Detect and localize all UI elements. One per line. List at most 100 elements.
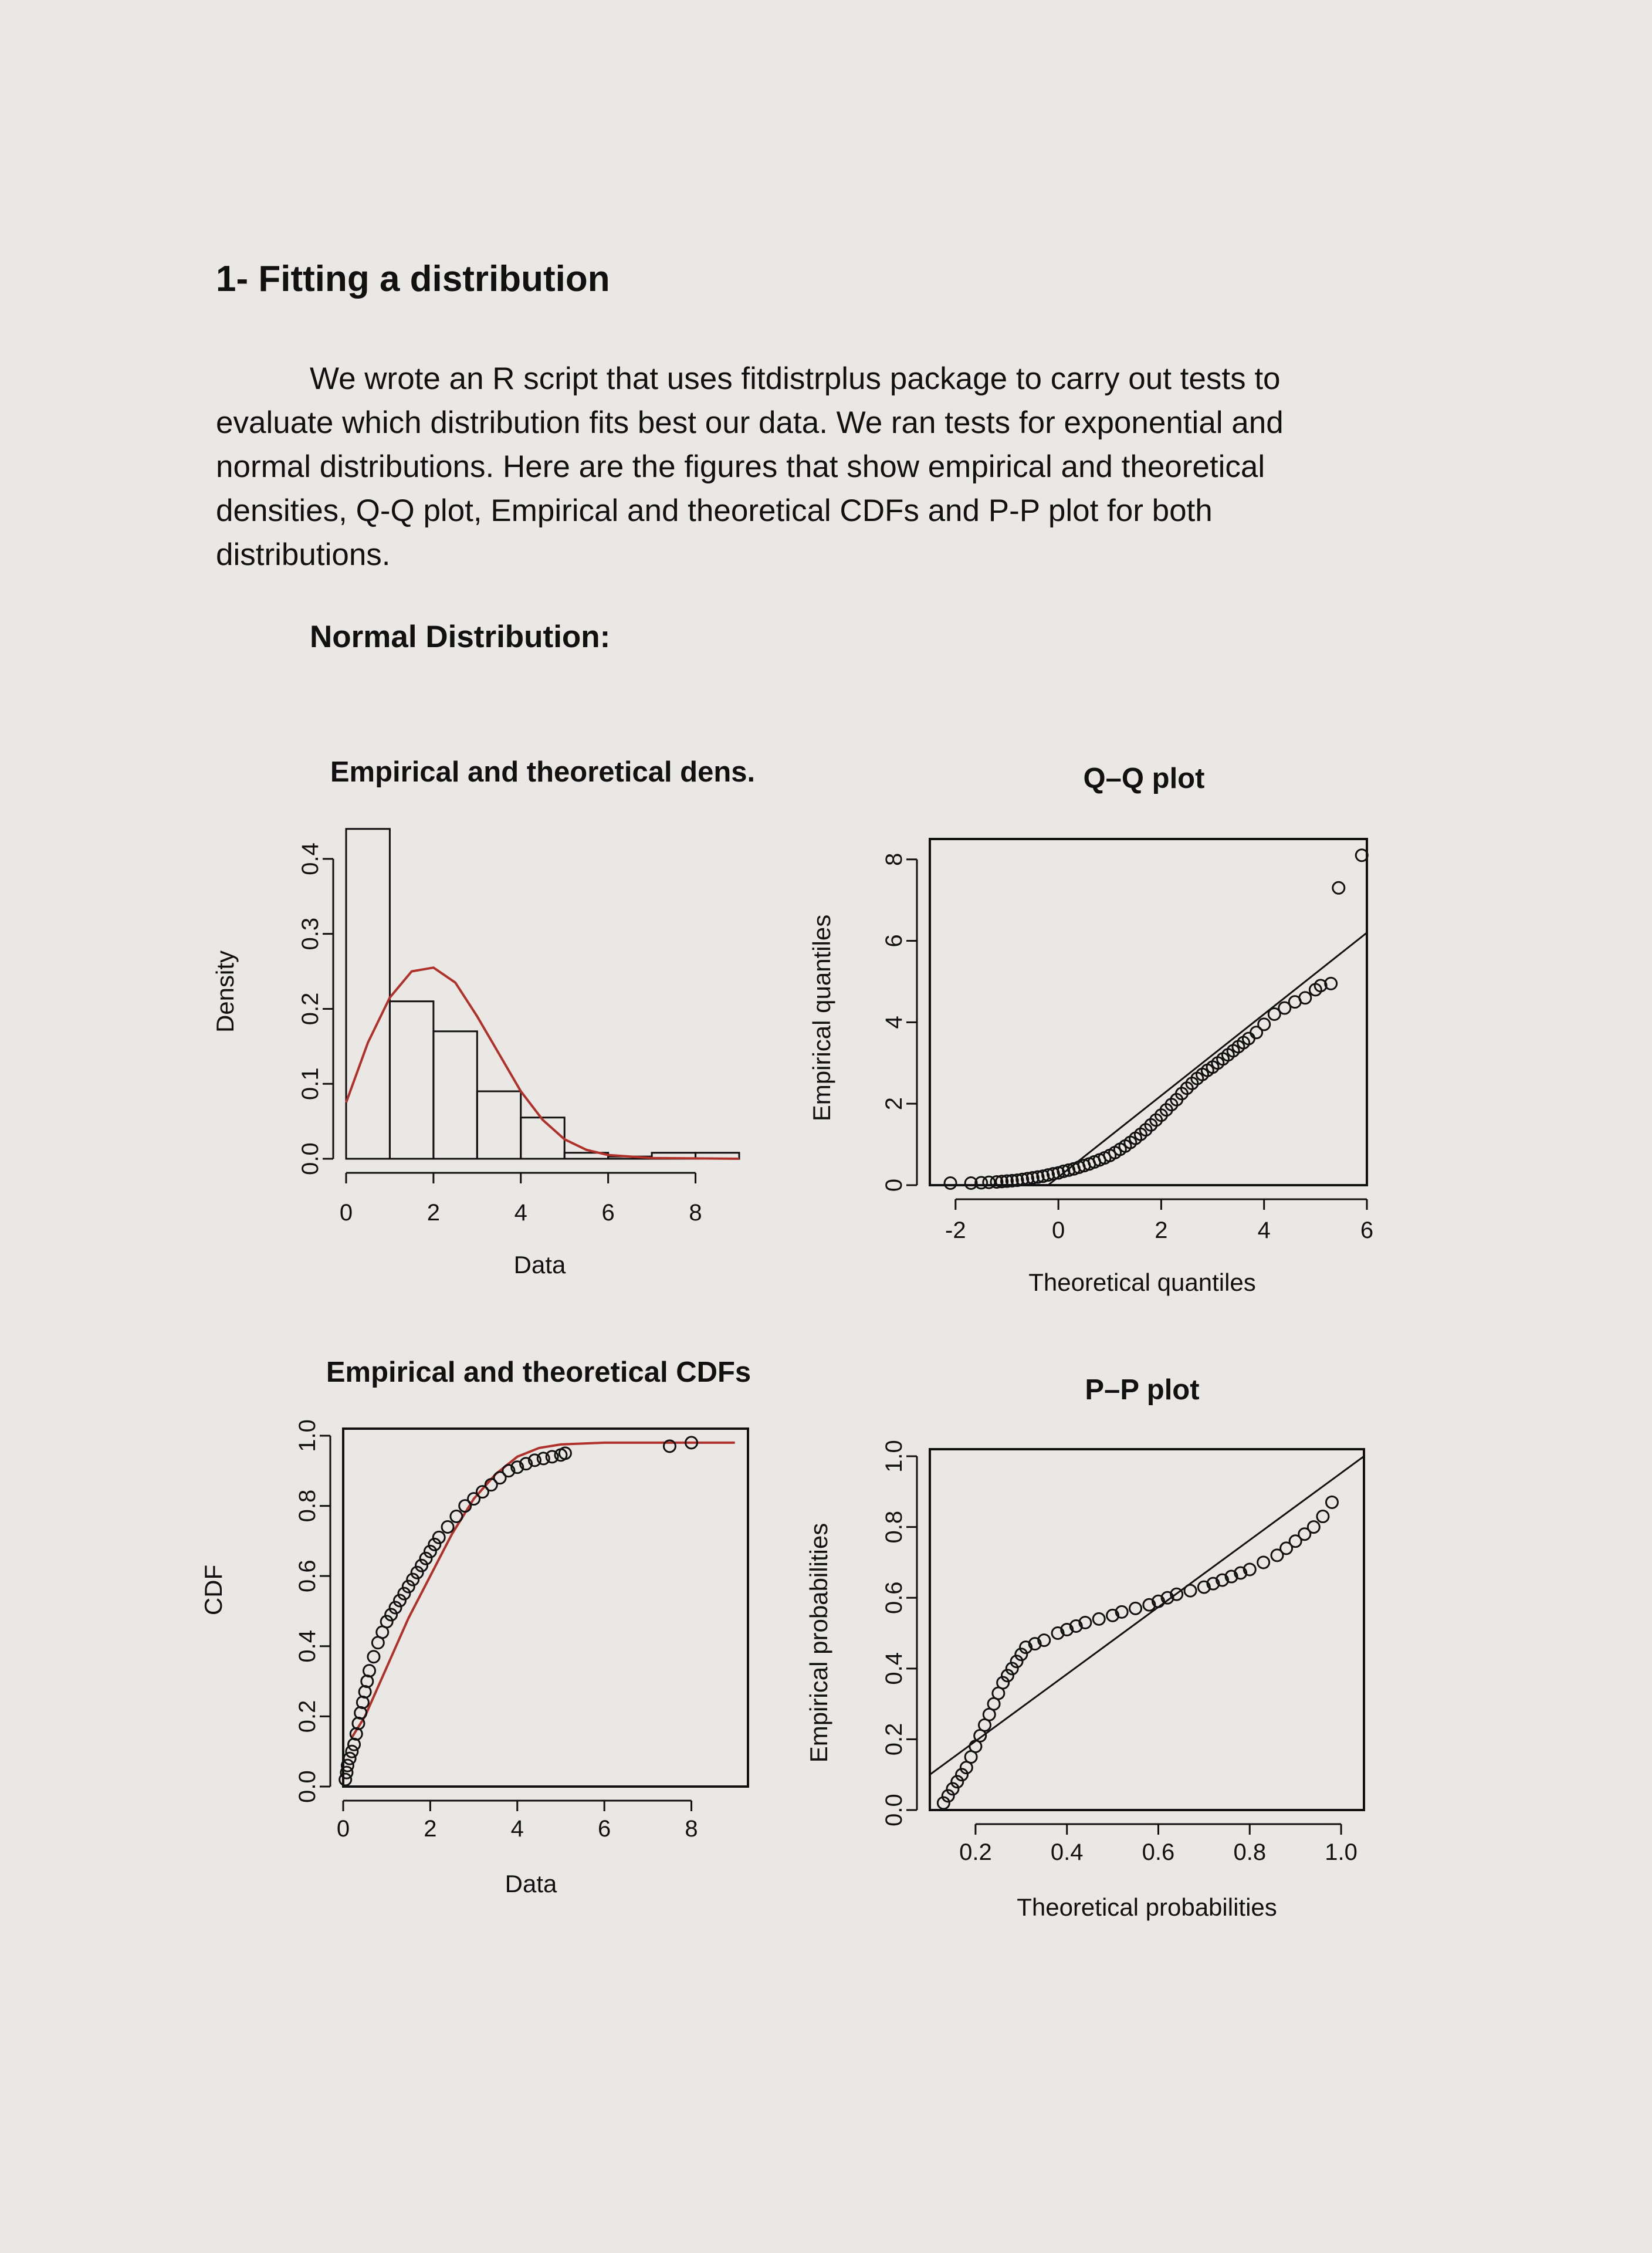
chart4-data-point — [1243, 1562, 1257, 1577]
intro-paragraph: We wrote an R script that uses fitdistrp… — [216, 361, 1284, 572]
chart4-x-tick-label: 1.0 — [1325, 1839, 1358, 1865]
chart4-data-point — [950, 1775, 964, 1789]
chart3-data-point — [502, 1464, 516, 1478]
chart1-y-tick-label: 0.4 — [297, 843, 323, 875]
chart3-x-tick-label: 6 — [598, 1816, 611, 1842]
chart4-y-tick-label: 0.4 — [881, 1652, 907, 1685]
chart1-theoretical-curve — [345, 966, 740, 1160]
chart2-data-point — [1250, 1026, 1264, 1040]
chart2-data-point — [1267, 1007, 1281, 1021]
chart1-y-tick-label: 0.3 — [297, 918, 323, 950]
chart2-data-point — [1015, 1172, 1030, 1186]
chart2-data-point — [1005, 1173, 1019, 1188]
chart4-data-point — [1316, 1510, 1330, 1524]
chart3-data-point — [432, 1530, 446, 1544]
chart3-data-point — [484, 1478, 498, 1492]
chart3-data-point — [363, 1664, 377, 1678]
chart4-y-tick-label: 0.2 — [881, 1723, 907, 1756]
chart1-histogram-bar — [388, 1000, 435, 1160]
chart4-data-point — [1257, 1555, 1271, 1569]
chart2-data-point — [1010, 1173, 1024, 1188]
chart3-data-point — [449, 1510, 463, 1524]
chart3-data-point — [401, 1579, 415, 1594]
chart1-y-tick-label: 0.2 — [297, 993, 323, 1026]
chart2-data-point — [1021, 1172, 1035, 1186]
chart4-data-point — [936, 1796, 950, 1810]
chart1-histogram-bar — [476, 1090, 522, 1160]
chart1-y-tick-label: 0.0 — [297, 1142, 323, 1175]
chart3-data-point — [536, 1452, 550, 1466]
chart2-data-point — [943, 1176, 957, 1190]
chart2-y-tick-label: 6 — [881, 934, 907, 947]
subheading: Normal Distribution: — [310, 620, 611, 654]
chart1-x-tick-label: 6 — [602, 1200, 615, 1226]
chart3-data-point — [380, 1615, 394, 1629]
chart4-title: P–P plot — [1085, 1374, 1199, 1406]
chart4-data-point — [1270, 1548, 1284, 1562]
chart2-data-point — [964, 1176, 978, 1190]
chart4-data-point — [1183, 1584, 1197, 1598]
chart2-data-point — [1025, 1171, 1040, 1185]
chart2-data-point — [1298, 991, 1312, 1005]
chart4-x-tick-label: 0.8 — [1233, 1839, 1266, 1865]
chart2-x-axis-label: Theoretical quantiles — [1028, 1268, 1256, 1296]
chart2-x-tick-label: -2 — [945, 1217, 966, 1243]
chart3-y-tick-label: 0.8 — [294, 1490, 320, 1523]
chart3-y-tick-label: 1.0 — [294, 1419, 320, 1452]
chart2-y-tick-label: 2 — [881, 1097, 907, 1110]
chart4-data-point — [996, 1676, 1010, 1690]
chart2-y-tick-label: 4 — [881, 1016, 907, 1029]
chart4-plot-frame — [929, 1448, 1365, 1811]
chart4-reference-line — [929, 1455, 1365, 1775]
chart3-data-point — [527, 1453, 541, 1467]
chart3-x-tick-label: 0 — [337, 1816, 350, 1842]
chart3-data-point — [338, 1772, 353, 1787]
chart4-data-point — [1060, 1623, 1074, 1636]
chart4-data-point — [941, 1789, 955, 1803]
chart4-data-point — [1197, 1580, 1211, 1594]
chart3-data-point — [558, 1446, 572, 1460]
chart2-data-point — [995, 1175, 1009, 1189]
chart1-y-tick-label: 0.1 — [297, 1067, 323, 1100]
chart2-plot-frame — [929, 838, 1368, 1186]
chart4-data-point — [1000, 1669, 1014, 1683]
chart4-data-point — [1037, 1633, 1051, 1648]
chart1-title: Empirical and theoretical dens. — [330, 756, 755, 788]
chart4-data-point — [1019, 1640, 1033, 1655]
chart4-data-point — [1151, 1594, 1165, 1608]
chart4-data-point — [1206, 1577, 1220, 1591]
chart1-histogram-bar — [345, 828, 391, 1160]
chart4-y-tick-label: 0.6 — [881, 1581, 907, 1614]
chart4-data-point — [955, 1768, 969, 1782]
chart3-data-point — [415, 1558, 429, 1572]
chart3-title: Empirical and theoretical CDFs — [326, 1356, 751, 1388]
chart4-data-point — [1216, 1573, 1230, 1587]
chart2-data-point — [1257, 1017, 1271, 1031]
chart4-data-point — [1170, 1587, 1184, 1601]
chart3-data-point — [340, 1765, 354, 1780]
chart4-data-point — [1115, 1605, 1129, 1619]
section-heading: 1- Fitting a distribution — [216, 259, 610, 299]
chart3-y-tick-label: 0.6 — [294, 1559, 320, 1592]
chart1-x-tick-label: 2 — [427, 1200, 440, 1226]
chart4-data-point — [1298, 1527, 1312, 1541]
chart1-histogram-bar — [520, 1117, 566, 1160]
chart2-x-tick-label: 2 — [1155, 1217, 1167, 1243]
chart3-data-point — [467, 1492, 481, 1506]
chart3-data-point — [388, 1601, 402, 1615]
chart3-y-tick-label: 0.0 — [294, 1770, 320, 1803]
chart2-y-axis-label: Empirical quantiles — [808, 915, 835, 1122]
chart3-y-tick-label: 0.2 — [294, 1700, 320, 1733]
chart3-data-point — [384, 1608, 398, 1622]
chart3-data-point — [475, 1485, 489, 1499]
chart4-data-point — [1325, 1495, 1339, 1509]
chart3-data-point — [441, 1520, 455, 1534]
chart3-y-axis-label: CDF — [199, 1565, 227, 1615]
chart4-y-tick-label: 0.0 — [881, 1794, 907, 1826]
chart1-x-axis-label: Data — [514, 1251, 566, 1278]
chart4-x-axis-label: Theoretical probabilities — [1017, 1893, 1277, 1921]
chart2-reference-line — [1047, 932, 1367, 1186]
chart2-y-tick-label: 0 — [881, 1179, 907, 1192]
chart3-data-point — [685, 1436, 699, 1450]
chart4-y-tick-label: 1.0 — [881, 1440, 907, 1473]
